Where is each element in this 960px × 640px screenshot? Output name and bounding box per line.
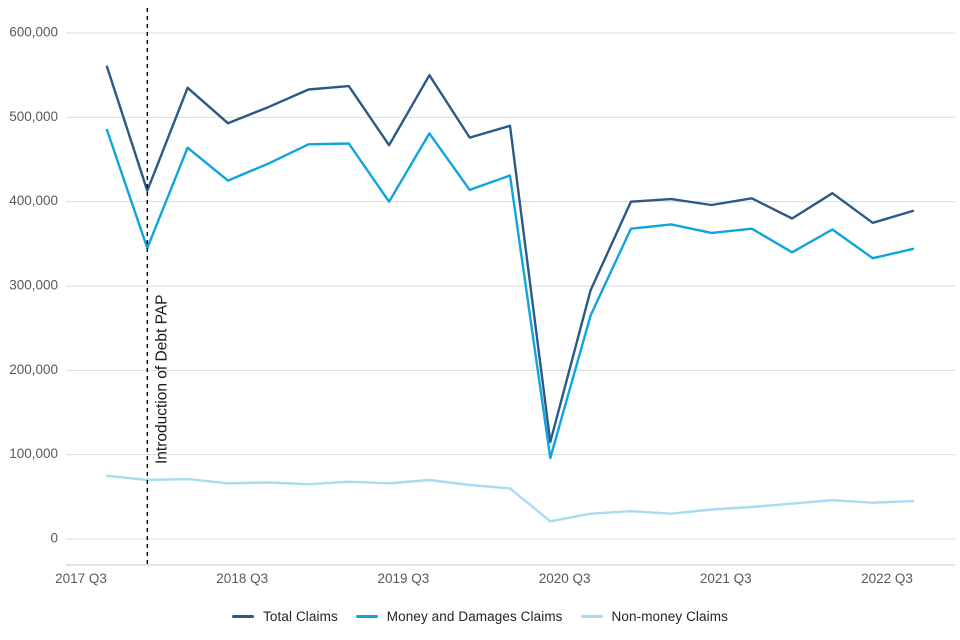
legend-item-total-claims: Total Claims	[232, 609, 338, 624]
legend-label: Money and Damages Claims	[386, 609, 563, 624]
x-tick-label: 2022 Q3	[861, 571, 913, 586]
y-tick-label: 100,000	[9, 446, 58, 461]
debt-pap-annotation: Introduction of Debt PAP	[153, 295, 170, 464]
x-tick-label: 2020 Q3	[539, 571, 591, 586]
y-tick-label: 400,000	[9, 193, 58, 208]
x-tick-label: 2019 Q3	[378, 571, 430, 586]
legend-label: Total Claims	[263, 609, 338, 624]
x-tick-label: 2021 Q3	[700, 571, 752, 586]
series-line-non-money-claims	[105, 474, 915, 523]
legend-item-non-money-claims: Non-money Claims	[580, 609, 728, 624]
chart-legend: Total Claims Money and Damages Claims Non-…	[0, 609, 960, 624]
series-line-money-and-damages-claims	[105, 128, 915, 460]
legend-swatch-non-money-claims	[580, 615, 603, 618]
y-tick-label: 200,000	[9, 362, 58, 377]
y-tick-label: 300,000	[9, 278, 58, 293]
legend-label: Non-money Claims	[611, 609, 728, 624]
legend-swatch-money-and-damages-claims	[355, 615, 378, 618]
x-tick-label: 2018 Q3	[216, 571, 268, 586]
series-line-total-claims	[105, 65, 915, 444]
y-tick-label: 0	[50, 531, 58, 546]
plot-area: 0 100,000 200,000 300,000 400,000 500,000 600,…	[9, 8, 955, 586]
legend-item-money-and-damages-claims: Money and Damages Claims	[355, 609, 563, 624]
x-tick-label: 2017 Q3	[55, 571, 107, 586]
y-tick-label: 600,000	[9, 25, 58, 40]
y-tick-label: 500,000	[9, 109, 58, 124]
legend-swatch-total-claims	[232, 615, 255, 618]
